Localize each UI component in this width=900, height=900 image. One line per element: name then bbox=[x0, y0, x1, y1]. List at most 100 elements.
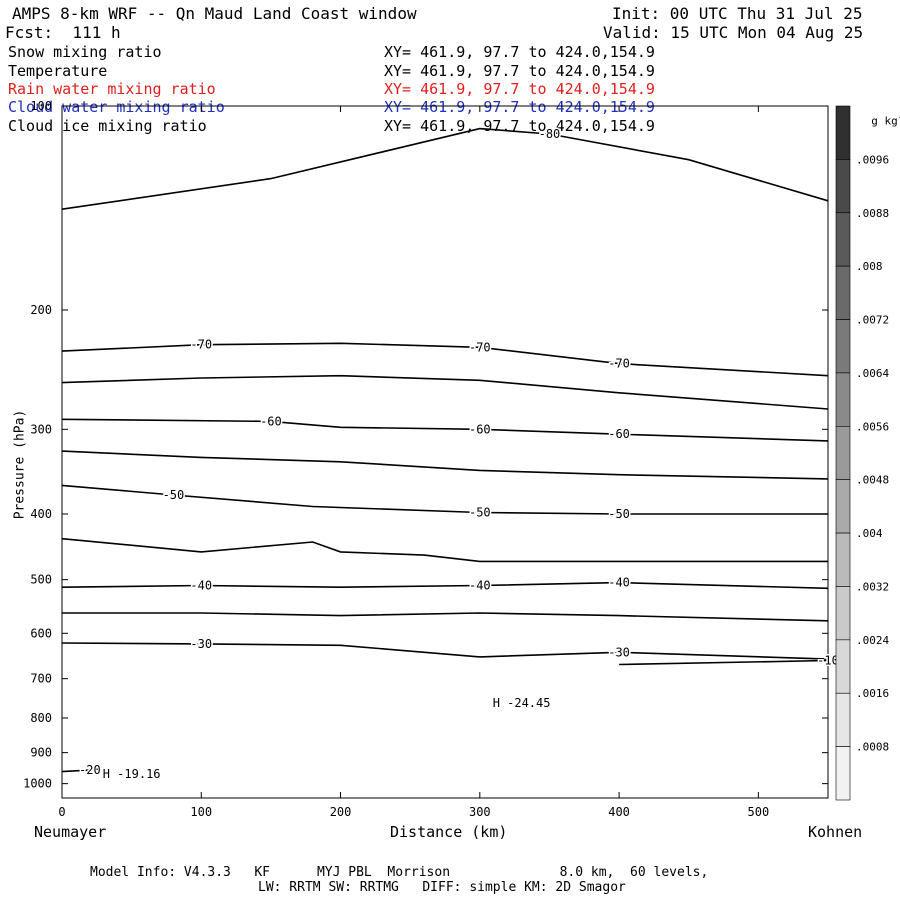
isotherm-label: -70 bbox=[190, 338, 212, 352]
isotherm-line bbox=[61, 769, 90, 773]
x-axis-label: Distance (km) bbox=[390, 823, 508, 841]
colorbar-swatch bbox=[835, 746, 851, 801]
physics-info: LW: RRTM SW: RRTMG DIFF: simple KM: 2D S… bbox=[258, 880, 626, 895]
x-tick-label: 0 bbox=[58, 805, 65, 819]
isotherm-label: H -24.45 bbox=[493, 696, 551, 710]
colorbar-swatch bbox=[835, 212, 851, 267]
colorbar-swatch bbox=[835, 159, 851, 214]
field-cloudwater-name: Cloud water mixing ratio bbox=[8, 98, 225, 116]
isotherm-label: -30 bbox=[190, 637, 212, 651]
colorbar-swatch bbox=[835, 692, 851, 747]
x-tick-label: 400 bbox=[608, 805, 630, 819]
y-tick-label: 800 bbox=[30, 711, 52, 725]
y-tick-label: 700 bbox=[30, 672, 52, 686]
colorbar-tick-label: .0088 bbox=[856, 207, 889, 220]
field-snow-xy: XY= 461.9, 97.7 to 424.0,154.9 bbox=[384, 43, 655, 61]
isotherm-label: -60 bbox=[469, 422, 491, 436]
isotherm-label: -40 bbox=[469, 578, 491, 592]
isotherm-label: -50 bbox=[163, 488, 185, 502]
isotherm-line bbox=[61, 537, 828, 563]
y-tick-label: 100 bbox=[30, 99, 52, 113]
isotherm-label: -70 bbox=[608, 357, 630, 371]
isotherm-label: -30 bbox=[608, 645, 630, 659]
y-tick-label: 300 bbox=[30, 422, 52, 436]
colorbar-tick-label: .0064 bbox=[856, 367, 889, 380]
valid-time: Valid: 15 UTC Mon 04 Aug 25 bbox=[603, 23, 864, 42]
isotherm-line bbox=[61, 127, 829, 210]
field-cloudwater-xy: XY= 461.9, 97.7 to 424.0,154.9 bbox=[384, 98, 655, 116]
isotherm-line bbox=[61, 484, 828, 515]
y-axis-label: Pressure (hPa) bbox=[12, 409, 28, 520]
colorbar-swatch bbox=[835, 105, 851, 160]
colorbar: .0096 .0088 .008 .0072 .0064 .0056 .0048 .004 .0… bbox=[835, 105, 889, 801]
colorbar-swatch bbox=[835, 426, 851, 480]
isotherm-label: -60 bbox=[608, 427, 630, 441]
isotherm-label: -20 bbox=[79, 763, 101, 777]
isotherm-label: -50 bbox=[608, 507, 630, 521]
x-tick-label: 200 bbox=[330, 805, 352, 819]
colorbar-unit-sup: -1 bbox=[898, 113, 900, 122]
y-axis: 100 200 300 400 500 600 700 800 900 1000 bbox=[23, 99, 828, 791]
chart-title: AMPS 8-km WRF -- Qn Maud Land Coast wind… bbox=[12, 4, 417, 23]
colorbar-tick-label: .0096 bbox=[856, 153, 889, 166]
left-location: Neumayer bbox=[34, 823, 107, 841]
y-tick-label: 1000 bbox=[23, 777, 52, 791]
isotherm-label: -40 bbox=[608, 576, 630, 590]
isotherm-line bbox=[61, 418, 829, 442]
isotherm-label: -40 bbox=[190, 578, 212, 592]
y-tick-label: 200 bbox=[30, 303, 52, 317]
plot-frame bbox=[61, 105, 829, 799]
init-time: Init: 00 UTC Thu 31 Jul 25 bbox=[612, 4, 863, 23]
colorbar-tick-label: .0024 bbox=[856, 634, 889, 647]
colorbar-tick-label: .0072 bbox=[856, 314, 889, 327]
isotherm-line bbox=[61, 642, 829, 660]
colorbar-tick-label: .0032 bbox=[856, 580, 889, 593]
isotherm-line bbox=[619, 659, 829, 666]
isotherm-label: -10 bbox=[817, 653, 839, 667]
x-axis: 0 100 200 300 400 500 bbox=[58, 106, 769, 819]
colorbar-swatch bbox=[835, 639, 851, 694]
isotherm-label: -60 bbox=[260, 414, 282, 428]
y-tick-label: 400 bbox=[30, 507, 52, 521]
model-info: Model Info: V4.3.3 KF MYJ PBL Morrison 8… bbox=[90, 865, 709, 880]
colorbar-swatch bbox=[835, 532, 851, 587]
colorbar-tick-label: .008 bbox=[856, 260, 883, 273]
colorbar-swatch bbox=[835, 372, 851, 427]
forecast-hour: Fcst: 111 h bbox=[5, 23, 121, 42]
colorbar-swatch bbox=[835, 319, 851, 374]
isotherm-label: -70 bbox=[469, 340, 491, 354]
isotherm-labels: -80 -70 -70 -70 -60 -60 -60 -50 -50 -50 -40 -40 -40 -… bbox=[78, 126, 841, 783]
x-tick-label: 300 bbox=[469, 805, 491, 819]
field-temp-xy: XY= 461.9, 97.7 to 424.0,154.9 bbox=[384, 62, 655, 80]
colorbar-unit: g kg-1 bbox=[858, 103, 900, 127]
x-tick-label: 500 bbox=[748, 805, 770, 819]
colorbar-tick-label: .0048 bbox=[856, 474, 889, 487]
isotherm-line bbox=[61, 450, 829, 480]
field-rain-xy: XY= 461.9, 97.7 to 424.0,154.9 bbox=[384, 80, 655, 98]
y-tick-label: 600 bbox=[30, 626, 52, 640]
colorbar-swatch bbox=[835, 586, 851, 641]
colorbar-tick-label: .004 bbox=[856, 527, 883, 540]
colorbar-swatch bbox=[835, 479, 851, 534]
isotherm-line bbox=[61, 581, 829, 590]
colorbar-tick-label: .0016 bbox=[856, 687, 889, 700]
isotherm-label: H -19.16 bbox=[103, 767, 161, 781]
isotherm-line bbox=[61, 342, 829, 377]
y-tick-label: 900 bbox=[30, 746, 52, 760]
isotherm-line bbox=[62, 612, 829, 622]
isotherm-label: -80 bbox=[539, 127, 561, 141]
isotherm-lines bbox=[61, 127, 829, 773]
colorbar-tick-label: .0008 bbox=[856, 741, 889, 754]
field-cloudice-name: Cloud ice mixing ratio bbox=[8, 117, 207, 135]
right-location: Kohnen bbox=[808, 823, 863, 841]
y-tick-label: 500 bbox=[30, 573, 52, 587]
colorbar-swatch bbox=[835, 265, 851, 320]
colorbar-tick-label: .0056 bbox=[856, 420, 889, 433]
isotherm-line bbox=[61, 374, 829, 410]
colorbar-unit-text: g kg bbox=[871, 114, 898, 128]
isotherm-label: -50 bbox=[469, 506, 491, 520]
field-snow-name: Snow mixing ratio bbox=[8, 43, 162, 61]
field-temp-name: Temperature bbox=[8, 62, 108, 80]
x-tick-label: 100 bbox=[190, 805, 212, 819]
